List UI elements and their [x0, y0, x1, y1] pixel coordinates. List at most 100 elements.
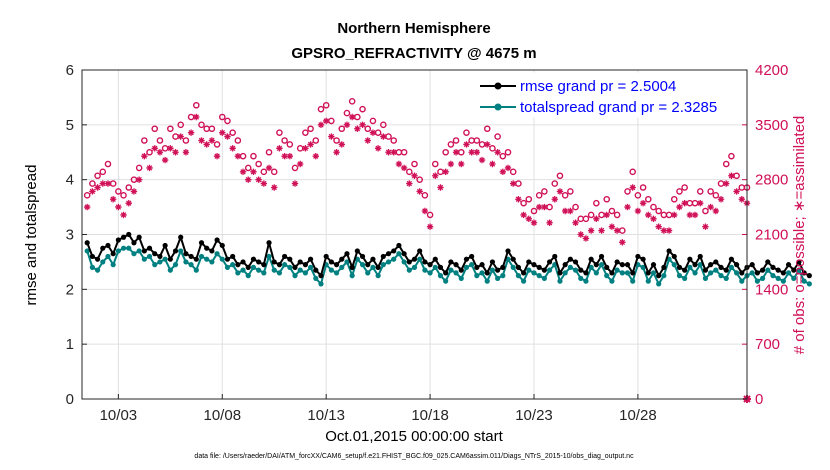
- obs-assimilated-point: [380, 133, 387, 140]
- y-left-tick-label: 0: [66, 391, 74, 408]
- totalspread-point: [365, 270, 371, 276]
- rmse-point: [250, 256, 257, 262]
- rmse-point: [526, 259, 532, 265]
- obs-possible-point: [348, 98, 356, 105]
- totalspread-point: [692, 270, 698, 276]
- obs-assimilated-point: [260, 180, 268, 187]
- y-left-tick-label: 1: [66, 336, 74, 353]
- rmse-point: [593, 262, 599, 268]
- x-axis-label: Oct.01,2015 00:00:00 start: [325, 428, 503, 445]
- obs-possible-point: [624, 188, 631, 195]
- obs-possible-point: [99, 168, 107, 176]
- obs-possible-point: [359, 105, 366, 113]
- rmse-point: [495, 267, 501, 273]
- obs-possible-point: [400, 148, 408, 156]
- obs-possible-point: [473, 137, 481, 144]
- totalspread-point: [131, 251, 137, 257]
- rmse-point: [806, 273, 812, 279]
- obs-assimilated-point: [167, 145, 174, 152]
- obs-possible-point: [670, 195, 678, 203]
- obs-assimilated-point: [99, 180, 106, 187]
- totalspread-point: [801, 278, 807, 284]
- totalspread-point: [136, 248, 142, 254]
- legend-box: [473, 72, 745, 118]
- obs-possible-point: [177, 121, 185, 129]
- rmse-point: [713, 259, 719, 265]
- obs-assimilated-point: [624, 203, 631, 211]
- totalspread-point: [100, 259, 106, 265]
- totalspread-point: [791, 275, 797, 281]
- obs-possible-point: [655, 207, 662, 215]
- obs-assimilated-point: [582, 235, 590, 242]
- rmse-point: [292, 264, 298, 270]
- totalspread-point: [495, 275, 501, 281]
- legend: rmse grand pr = 2.5004 totalspread grand…: [473, 72, 745, 118]
- y-right-tick-label: 0: [755, 391, 763, 408]
- obs-possible-point: [260, 168, 268, 176]
- rmse-point: [754, 270, 760, 276]
- totalspread-point: [162, 256, 168, 262]
- totalspread-point: [759, 275, 766, 281]
- rmse-point: [152, 251, 158, 257]
- obs-assimilated-point: [333, 149, 340, 156]
- rmse-point: [94, 256, 101, 262]
- obs-possible-point: [343, 109, 351, 117]
- totalspread-point: [718, 273, 724, 279]
- obs-assimilated-point: [400, 164, 408, 172]
- obs-possible-point: [182, 137, 190, 144]
- obs-assimilated-point: [432, 172, 439, 179]
- totalspread-point: [541, 275, 547, 281]
- obs-possible-point: [369, 117, 377, 125]
- rmse-point: [572, 259, 579, 265]
- obs-assimilated-point: [312, 152, 319, 160]
- rmse-point: [598, 253, 605, 260]
- rmse-point: [666, 248, 672, 254]
- rmse-point: [328, 259, 334, 265]
- obs-assimilated-point: [619, 239, 626, 246]
- totalspread-point: [411, 264, 418, 270]
- rmse-point: [437, 264, 444, 270]
- rmse-point: [702, 267, 709, 273]
- obs-assimilated-point: [603, 211, 610, 219]
- data-file-footer: data file: /Users/raeder/DAI/ATM_forcXX/…: [194, 453, 634, 460]
- obs-assimilated-point: [593, 215, 600, 223]
- obs-possible-point: [572, 203, 579, 211]
- totalspread-point: [562, 270, 568, 276]
- series-layer: [83, 98, 812, 403]
- obs-assimilated-point: [177, 133, 184, 140]
- rmse-point: [562, 262, 568, 268]
- totalspread-point: [775, 275, 781, 281]
- obs-assimilated-point: [317, 121, 325, 129]
- totalspread-point: [583, 278, 589, 284]
- totalspread-point: [333, 270, 340, 276]
- totalspread-point: [785, 270, 792, 276]
- obs-assimilated-point: [530, 219, 538, 226]
- obs-possible-point: [406, 168, 413, 176]
- obs-possible-point: [307, 125, 314, 133]
- rmse-point: [209, 248, 215, 254]
- rmse-point: [796, 259, 802, 265]
- rmse-point: [188, 253, 194, 260]
- totalspread-point: [604, 273, 610, 279]
- obs-assimilated-point: [437, 184, 444, 191]
- totalspread-point: [152, 262, 158, 268]
- obs-assimilated-point: [660, 227, 668, 234]
- rmse-point: [801, 270, 807, 276]
- obs-assimilated-point: [385, 149, 392, 156]
- totalspread-point: [687, 264, 693, 270]
- obs-possible-point: [390, 137, 398, 144]
- obs-possible-point: [104, 160, 112, 168]
- obs-assimilated-point: [681, 199, 688, 207]
- totalspread-point: [401, 259, 407, 265]
- rmse-point: [448, 259, 454, 265]
- obs-possible-point: [146, 148, 153, 156]
- obs-assimilated-point: [406, 180, 413, 187]
- rmse-point: [484, 270, 490, 276]
- obs-assimilated-point: [224, 133, 231, 140]
- obs-assimilated-point: [182, 149, 190, 156]
- obs-possible-point: [551, 180, 559, 187]
- obs-assimilated-point: [608, 223, 616, 230]
- obs-assimilated-point: [141, 152, 148, 160]
- rmse-point: [417, 248, 423, 254]
- totalspread-point: [448, 267, 454, 273]
